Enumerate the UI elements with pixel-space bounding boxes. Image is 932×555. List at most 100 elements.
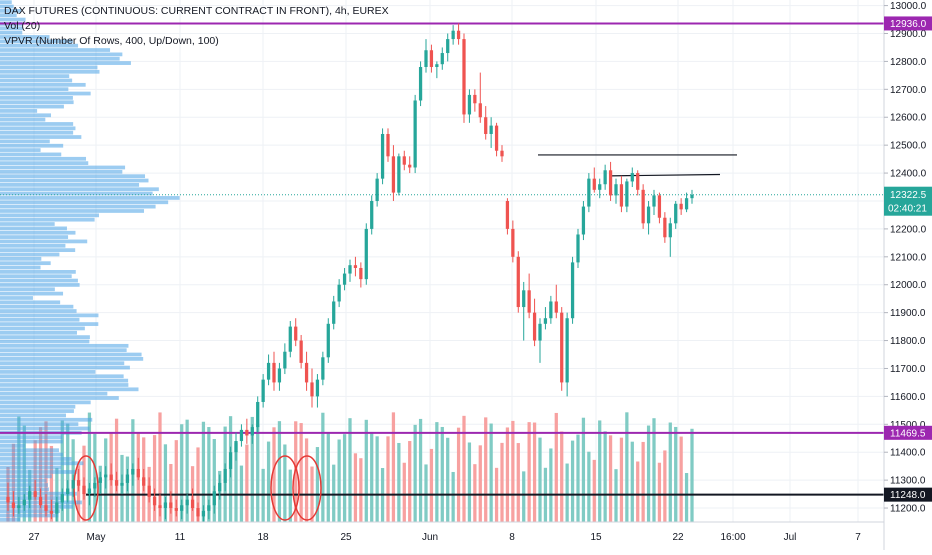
candle-body bbox=[163, 502, 168, 509]
candle-body bbox=[136, 468, 140, 478]
candle-body bbox=[17, 505, 21, 509]
candle-body bbox=[446, 39, 450, 54]
vpvr-row bbox=[0, 0, 12, 5]
candle-body bbox=[690, 194, 694, 199]
x-tick-label: 25 bbox=[340, 532, 352, 543]
candle-body bbox=[228, 452, 233, 469]
volume-bar bbox=[473, 464, 477, 522]
volume-bar bbox=[359, 458, 363, 522]
vpvr-row bbox=[0, 309, 77, 313]
volume-bar bbox=[641, 441, 645, 522]
volume-bar bbox=[315, 447, 320, 522]
vpvr-row bbox=[0, 352, 142, 357]
volume-bar bbox=[668, 422, 672, 522]
volume-bar bbox=[348, 418, 352, 522]
candle-body bbox=[391, 156, 396, 193]
volume-bar bbox=[326, 432, 330, 522]
candle-body bbox=[413, 100, 417, 168]
vpvr-row bbox=[0, 243, 66, 248]
y-tick-label: 12900.0 bbox=[890, 29, 927, 40]
vpvr-row bbox=[0, 317, 80, 322]
candle-body bbox=[201, 510, 206, 517]
volume-bar bbox=[201, 421, 206, 522]
chart-title: DAX FUTURES (CONTINUOUS: CURRENT CONTRAC… bbox=[4, 5, 389, 17]
candle-body bbox=[505, 200, 510, 229]
volume-bar bbox=[288, 469, 292, 522]
candle-body bbox=[223, 468, 227, 483]
candle-body bbox=[527, 290, 531, 313]
x-tick-label: 16:00 bbox=[720, 532, 745, 543]
candle-body bbox=[152, 496, 157, 506]
candle-body bbox=[120, 482, 124, 486]
indicator-vol-label[interactable]: Vol (20) bbox=[4, 20, 41, 32]
candle-body bbox=[196, 508, 200, 517]
vpvr-row bbox=[0, 139, 50, 144]
y-tick-label: 12800.0 bbox=[890, 57, 927, 68]
vpvr-row bbox=[0, 313, 99, 318]
volume-bar bbox=[304, 438, 309, 522]
countdown-label: 02:40:21 bbox=[888, 204, 927, 215]
volume-bar bbox=[674, 426, 678, 522]
volume-bar bbox=[364, 419, 368, 522]
candle-body bbox=[315, 379, 320, 397]
volume-bar bbox=[690, 428, 694, 522]
vpvr-row bbox=[0, 283, 80, 287]
y-tick-label: 11600.0 bbox=[890, 392, 926, 403]
vpvr-row bbox=[0, 130, 74, 135]
vpvr-row bbox=[0, 304, 74, 309]
vpvr-row bbox=[0, 300, 61, 305]
volume-bar bbox=[576, 434, 580, 522]
candle-body bbox=[538, 323, 542, 341]
candle-body bbox=[239, 429, 244, 442]
vpvr-row bbox=[0, 457, 72, 461]
y-tick-label: 13000.0 bbox=[890, 1, 927, 12]
candle-body bbox=[277, 368, 282, 383]
vpvr-row bbox=[0, 343, 129, 348]
candle-body bbox=[33, 491, 37, 497]
chart-legend: DAX FUTURES (CONTINUOUS: CURRENT CONTRAC… bbox=[4, 4, 389, 49]
vpvr-row bbox=[0, 448, 59, 453]
vpvr-row bbox=[0, 357, 144, 361]
vpvr-row bbox=[0, 239, 88, 244]
vpvr-row bbox=[0, 9, 21, 13]
candle-body bbox=[266, 362, 271, 380]
volume-bar bbox=[538, 437, 542, 522]
vpvr-row bbox=[0, 100, 74, 105]
candle-body bbox=[55, 502, 59, 514]
volume-bar bbox=[527, 422, 531, 522]
candle-body bbox=[49, 510, 54, 514]
indicator-vpvr-label[interactable]: VPVR (Number Of Rows, 400, Up/Down, 100) bbox=[4, 35, 219, 47]
candle-body bbox=[38, 496, 43, 506]
vpvr-row bbox=[0, 322, 99, 326]
volume-bar bbox=[581, 417, 586, 522]
volume-bar bbox=[386, 436, 390, 522]
vpvr-row bbox=[0, 78, 73, 83]
candle-body bbox=[663, 217, 667, 238]
candle-body bbox=[467, 94, 472, 115]
candle-body bbox=[82, 485, 86, 495]
y-tick-label: 11300.0 bbox=[890, 476, 926, 487]
last-price-tag bbox=[884, 186, 932, 216]
vpvr-row bbox=[0, 478, 47, 483]
x-tick-label: 8 bbox=[509, 532, 515, 543]
candle-body bbox=[614, 184, 618, 196]
volume-bar bbox=[684, 473, 689, 522]
volume-bar bbox=[337, 439, 341, 522]
volume-bar bbox=[440, 426, 444, 522]
vpvr-row bbox=[0, 56, 120, 61]
vpvr-row bbox=[0, 330, 77, 335]
volume-bar bbox=[554, 412, 558, 522]
volume-bar bbox=[446, 437, 450, 522]
vpvr-row bbox=[0, 470, 77, 474]
volume-bar bbox=[234, 443, 238, 522]
volume-bar bbox=[484, 417, 488, 522]
volume-bar bbox=[272, 427, 276, 522]
candle-body bbox=[147, 485, 151, 497]
volume-bar bbox=[212, 439, 216, 522]
volume-bar bbox=[489, 423, 493, 522]
vpvr-row bbox=[0, 483, 48, 487]
vpvr-row bbox=[0, 191, 153, 196]
vpvr-row bbox=[0, 152, 62, 157]
